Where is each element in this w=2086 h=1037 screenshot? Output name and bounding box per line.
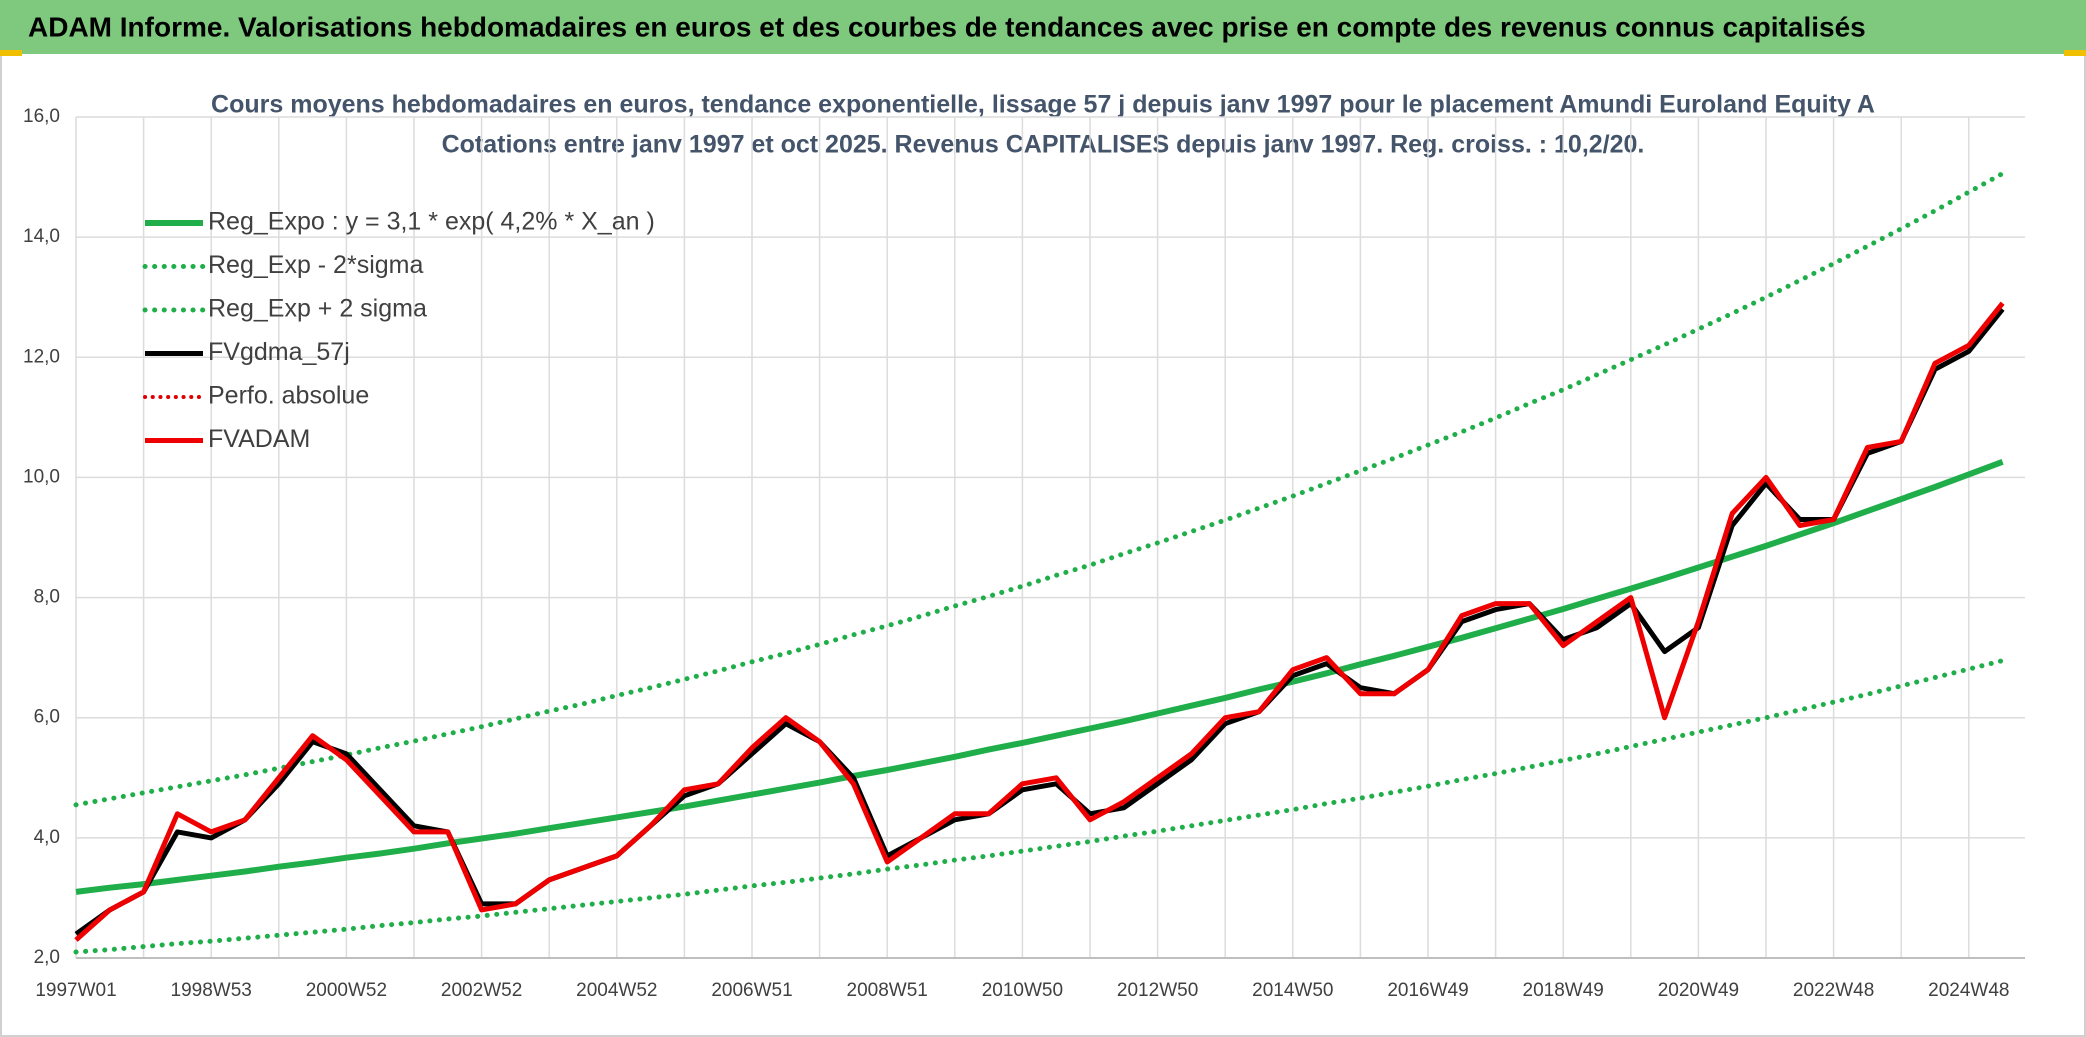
y-tick-label: 8,0 bbox=[34, 587, 60, 608]
y-tick-label: 10,0 bbox=[23, 466, 60, 487]
x-tick-label: 2018W49 bbox=[1523, 980, 1604, 1001]
x-tick-label: 2022W48 bbox=[1793, 980, 1874, 1001]
series-line bbox=[73, 658, 2006, 955]
x-tick-label: 2014W50 bbox=[1252, 980, 1333, 1001]
legend-label: FVgdma_57j bbox=[208, 338, 350, 366]
series-line bbox=[74, 301, 2005, 942]
legend-label: Reg_Exp - 2*sigma bbox=[208, 251, 423, 279]
x-tick-label: 2008W51 bbox=[847, 980, 928, 1001]
chart-subtitle: Cotations entre janv 1997 et oct 2025. R… bbox=[442, 131, 1645, 159]
x-tick-label: 2004W52 bbox=[576, 980, 657, 1001]
chart-title: Cours moyens hebdomadaires en euros, ten… bbox=[211, 91, 1875, 119]
y-tick-label: 14,0 bbox=[23, 226, 60, 247]
legend-label: Reg_Exp + 2 sigma bbox=[208, 295, 427, 323]
legend-label: Perfo. absolue bbox=[208, 382, 369, 410]
x-tick-label: 1998W53 bbox=[171, 980, 252, 1001]
x-tick-label: 2000W52 bbox=[306, 980, 387, 1001]
page-title: ADAM Informe. Valorisations hebdomadaire… bbox=[28, 11, 1866, 42]
corner bbox=[0, 50, 22, 56]
series-line bbox=[75, 458, 2004, 895]
corner bbox=[2064, 50, 2086, 56]
series-line bbox=[74, 307, 2005, 937]
x-tick-label: 2006W51 bbox=[711, 980, 792, 1001]
x-tick-label: 2016W49 bbox=[1387, 980, 1468, 1001]
x-tick-label: 2024W48 bbox=[1928, 980, 2009, 1001]
y-tick-label: 12,0 bbox=[23, 346, 60, 367]
x-tick-label: 2012W50 bbox=[1117, 980, 1198, 1001]
x-tick-label: 1997W01 bbox=[35, 980, 116, 1001]
legend-label: FVADAM bbox=[208, 425, 310, 453]
x-tick-label: 2002W52 bbox=[441, 980, 522, 1001]
y-tick-label: 6,0 bbox=[34, 707, 60, 728]
y-tick-label: 2,0 bbox=[34, 947, 60, 968]
y-tick-label: 4,0 bbox=[34, 827, 60, 848]
x-tick-label: 2010W50 bbox=[982, 980, 1063, 1001]
x-tick-label: 2020W49 bbox=[1658, 980, 1739, 1001]
header-bar bbox=[0, 0, 2086, 54]
series-line bbox=[73, 171, 2006, 808]
y-tick-label: 16,0 bbox=[23, 106, 60, 127]
legend-label: Reg_Expo : y = 3,1 * exp( 4,2% * X_an ) bbox=[208, 208, 655, 236]
